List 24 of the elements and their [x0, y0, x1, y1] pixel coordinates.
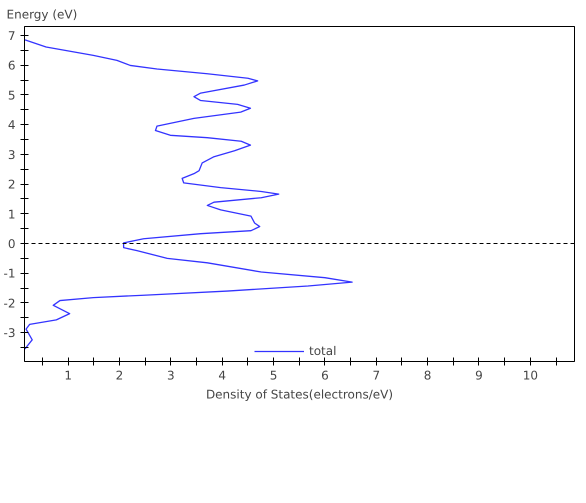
y-tick-label: 0 [8, 236, 16, 251]
y-tick-label: 5 [8, 88, 16, 102]
x-tick-label: 8 [424, 368, 432, 382]
y-tick-label: 3 [8, 148, 16, 162]
x-tick-label: 2 [116, 368, 124, 382]
x-tick-label: 5 [270, 368, 278, 382]
y-axis-title: Energy (eV) [6, 8, 78, 22]
y-tick-label: -1 [4, 266, 16, 281]
x-tick-label: 10 [522, 368, 538, 382]
y-tick-label: 6 [8, 58, 16, 73]
y-tick-label: 1 [8, 207, 16, 222]
y-tick-label: -2 [4, 296, 16, 310]
x-axis-title: Density of States(electrons/eV) [206, 388, 394, 402]
y-tick-label: 2 [8, 178, 16, 192]
x-tick-label: 1 [64, 368, 72, 382]
x-tick-label: 6 [321, 368, 329, 382]
x-tick-label: 9 [475, 368, 483, 382]
y-tick-label: 4 [8, 118, 16, 132]
y-tick-label: -3 [4, 326, 16, 340]
x-tick-label: 3 [167, 368, 175, 382]
x-tick-label: 7 [372, 368, 380, 382]
y-tick-label: 7 [8, 28, 16, 43]
x-tick-label: 4 [218, 368, 226, 382]
legend-label: total [309, 344, 336, 358]
